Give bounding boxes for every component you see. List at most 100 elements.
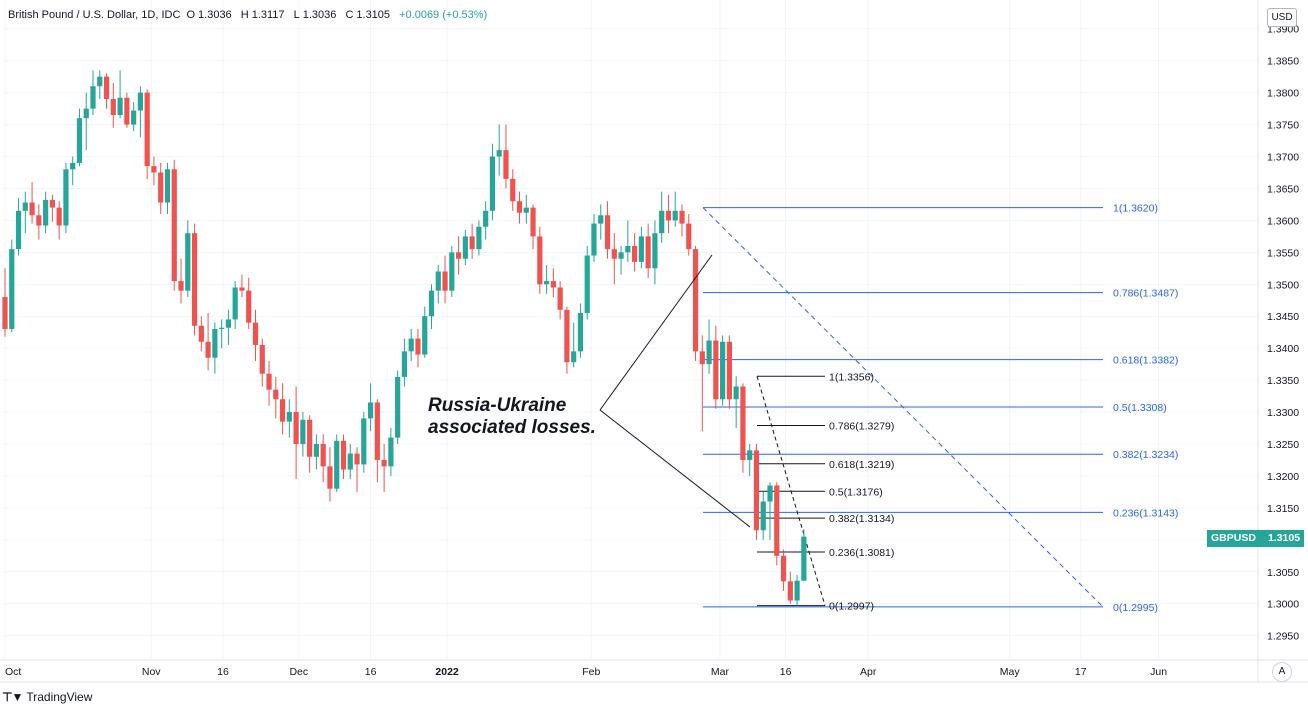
candle-body (15, 210, 22, 250)
auto-scale-button[interactable]: A (1272, 662, 1292, 682)
x-tick-label: Nov (142, 666, 161, 678)
y-tick-label: 1.3750 (1267, 120, 1299, 132)
candle-body (313, 443, 320, 457)
candle-body (632, 245, 638, 262)
candle-body (381, 459, 387, 467)
y-tick-label: 1.3250 (1267, 439, 1299, 451)
candle-body (76, 118, 83, 163)
candle-body (367, 402, 374, 419)
candle-body (577, 313, 584, 352)
candle-body (327, 466, 333, 489)
candle-body (279, 399, 286, 422)
footer-branding[interactable]: ⊤▼ TradingView (2, 690, 92, 704)
ticker-price: 1.3105 (1267, 532, 1301, 544)
candle-body (219, 327, 225, 329)
candle-body (259, 344, 265, 374)
candle-body (49, 199, 55, 208)
x-tick-label: 16 (780, 666, 792, 678)
fib-trend-line (702, 207, 1104, 608)
candle-body (2, 297, 8, 329)
candle-body (286, 412, 292, 422)
candle-body (422, 316, 428, 355)
candle-body (124, 97, 130, 125)
y-tick-label: 1.3850 (1267, 56, 1299, 68)
candle-body (63, 169, 69, 226)
y-tick-label: 1.3200 (1267, 471, 1299, 483)
high-value: H 1.3117 (240, 9, 285, 21)
candle-body (591, 223, 597, 256)
grid-lines (4, 0, 1258, 658)
fib-retracement-short[interactable]: 1(1.3356) 0.786(1.3279) 0.618(1.3219) 0.5(1… (756, 371, 894, 613)
y-tick-label: 1.2950 (1267, 631, 1299, 643)
candle-body (164, 169, 171, 203)
candle-body (625, 245, 631, 253)
candle-body (713, 340, 719, 400)
candle-body (469, 236, 475, 250)
candle-body (83, 108, 89, 119)
fib-level-label: 0(1.2997) (829, 601, 874, 613)
candle-body (131, 110, 137, 125)
candle-body (510, 178, 516, 202)
fib-level-label: 0(1.2995) (1113, 602, 1158, 614)
y-tick-label: 1.3800 (1267, 88, 1299, 100)
x-tick-label: Dec (289, 666, 308, 678)
fib-level-label: 0.236(1.3081) (829, 547, 894, 559)
close-value: C 1.3105 (345, 9, 391, 21)
symbol-title: British Pound / U.S. Dollar, 1D, IDC (8, 9, 181, 21)
candle-body (462, 236, 468, 259)
candle-body (537, 236, 543, 285)
candle-body (571, 351, 577, 363)
candle-body (70, 162, 76, 170)
candle-body (43, 199, 49, 226)
candle-body (557, 287, 563, 310)
x-tick-label: Feb (582, 666, 600, 678)
axes: 1.29501.30001.30501.31001.31501.32001.32… (0, 0, 1308, 683)
change-value: +0.0069 (+0.53%) (399, 9, 488, 21)
x-tick-label: Jun (1150, 666, 1167, 678)
y-tick-label: 1.3500 (1267, 279, 1299, 291)
candle-body (780, 555, 787, 582)
candle-body (665, 210, 672, 221)
candle-body (171, 169, 177, 282)
candle-body (137, 92, 143, 111)
candle-body (435, 271, 441, 291)
callout-line-lower (599, 409, 751, 528)
low-value: L 1.3036 (293, 9, 337, 21)
fib-level-label: 0.618(1.3382) (1113, 355, 1178, 367)
candle-body (354, 453, 360, 465)
candle-body (679, 210, 685, 224)
candle-body (726, 341, 732, 400)
candle-body (659, 210, 665, 234)
tradingview-logo-icon: ⊤▼ (2, 690, 23, 704)
candle-body (787, 581, 793, 601)
candle-body (36, 215, 42, 226)
candle-body (449, 252, 455, 291)
candle-body (638, 236, 644, 262)
candle-body (212, 329, 218, 358)
candle-body (740, 386, 746, 460)
candle-body (198, 325, 204, 342)
brand-name: TradingView (26, 690, 93, 704)
candle-body (252, 322, 259, 345)
fib-retracement-long[interactable]: 1(1.3620) 0.786(1.3487) 0.618(1.3382) 0.5(1… (702, 203, 1178, 614)
annotation-callout-lines (599, 254, 751, 528)
candle-body (611, 249, 617, 259)
candle-body (110, 99, 116, 115)
currency-button[interactable]: USD (1267, 8, 1297, 27)
y-tick-label: 1.3000 (1267, 599, 1299, 611)
candle-body (496, 150, 502, 157)
candle-body (455, 252, 462, 259)
candle-body (246, 290, 252, 323)
candle-body (699, 351, 705, 365)
candle-body (530, 207, 536, 237)
candle-body (293, 412, 299, 444)
candle-body (158, 172, 164, 203)
x-tick-label: Mar (711, 666, 730, 678)
open-value: O 1.3036 (186, 9, 232, 21)
candle-body (56, 207, 62, 226)
annotation-text[interactable]: Russia-Ukraine associated losses. (428, 395, 596, 439)
fib-trend-line (756, 376, 826, 606)
y-tick-label: 1.3550 (1267, 247, 1299, 259)
candle-body (90, 86, 96, 109)
